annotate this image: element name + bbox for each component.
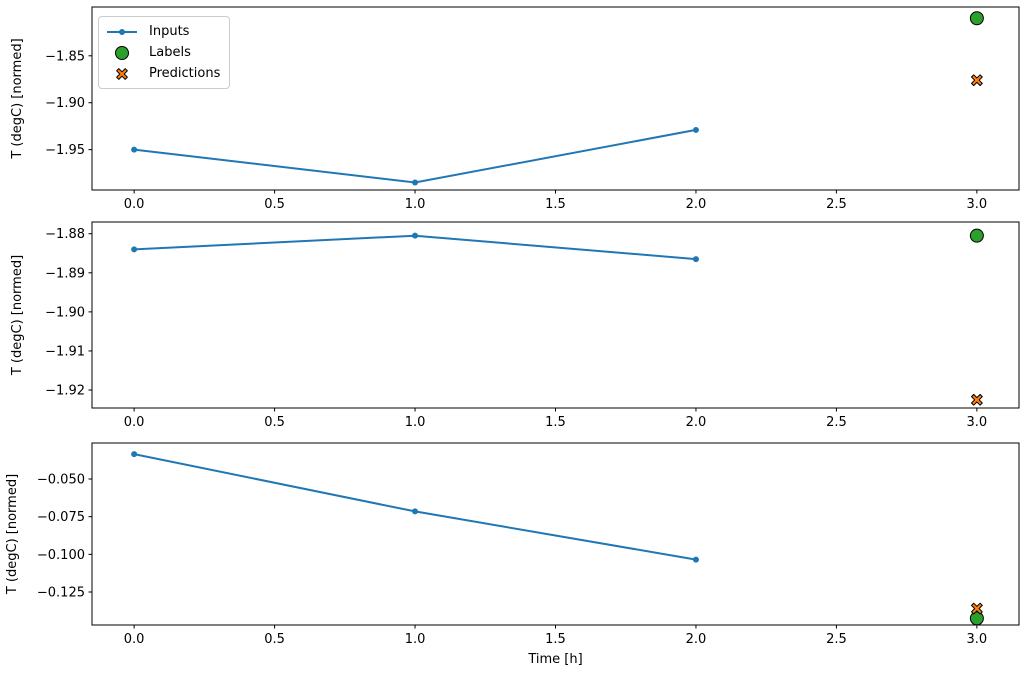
subplot-1-inputs-marker xyxy=(131,146,138,153)
labels-circle-icon xyxy=(106,45,138,61)
subplot-2-frame xyxy=(91,221,1020,409)
subplot-1-xtick-label: 2.5 xyxy=(826,197,847,212)
subplot-1-xtick-label: 3.0 xyxy=(967,197,988,212)
subplot-3-xtick-label: 3.0 xyxy=(967,632,988,647)
subplot-1-ytick-label: −1.90 xyxy=(45,96,85,111)
subplot-3-ytick-label: −0.125 xyxy=(37,586,85,601)
subplot-1-xtick-label: 0.0 xyxy=(124,197,145,212)
subplot-2-xtick-label: 2.5 xyxy=(826,415,847,430)
subplot-3-xlabel: Time [h] xyxy=(527,652,582,667)
subplot-2-xtick-label: 1.5 xyxy=(545,415,566,430)
legend: Inputs Labels Predictions xyxy=(98,16,231,89)
subplot-2-predictions-marker xyxy=(971,393,983,406)
subplot-3-xtick-label: 2.0 xyxy=(686,632,707,647)
subplot-1-inputs-marker xyxy=(412,179,419,186)
subplot-1-inputs-line xyxy=(133,128,697,184)
subplot-2-labels-marker xyxy=(969,228,984,243)
subplot-1-xtick-label: 1.5 xyxy=(545,197,566,212)
subplot-3-xtick-label: 1.5 xyxy=(545,632,566,647)
subplot-1-ylabel: T (degC) [normed] xyxy=(10,38,25,159)
subplot-1-labels-marker xyxy=(969,11,984,26)
subplot-3-inputs-marker xyxy=(131,451,138,458)
subplot-3-predictions-marker xyxy=(971,602,983,615)
subplot-1-xtick-label: 1.0 xyxy=(405,197,426,212)
subplot-2-inputs-marker xyxy=(131,246,138,253)
subplot-2-inputs-marker xyxy=(692,256,699,263)
subplot-3-xtick-label: 0.0 xyxy=(124,632,145,647)
subplot-3-xtick-label: 0.5 xyxy=(264,632,285,647)
legend-label: Predictions xyxy=(149,66,221,81)
subplot-2-ytick-label: −1.88 xyxy=(45,227,85,242)
legend-label: Labels xyxy=(149,45,191,60)
subplot-3-ytick-label: −0.075 xyxy=(37,510,85,525)
subplot-2-ytick-label: −1.92 xyxy=(45,384,85,399)
subplot-3-xtick-label: 1.0 xyxy=(405,632,426,647)
legend-item-predictions: Predictions xyxy=(106,64,220,83)
legend-item-labels: Labels xyxy=(106,43,220,62)
subplot-1-predictions-marker xyxy=(971,74,983,87)
legend-item-inputs: Inputs xyxy=(106,22,220,41)
predictions-x-icon xyxy=(106,66,138,82)
subplot-3-ytick-label: −0.100 xyxy=(37,548,85,563)
subplot-3-frame xyxy=(91,442,1020,626)
subplot-1-inputs-marker xyxy=(692,126,699,133)
subplot-3-inputs-marker xyxy=(692,556,699,563)
subplot-3-ylabel: T (degC) [normed] xyxy=(5,474,20,595)
subplot-2-inputs-marker xyxy=(412,232,419,239)
subplot-2-xtick-label: 2.0 xyxy=(686,415,707,430)
subplot-1-ytick-label: −1.85 xyxy=(45,49,85,64)
subplot-1-xtick-label: 2.0 xyxy=(686,197,707,212)
subplot-2-xtick-label: 0.0 xyxy=(124,415,145,430)
subplot-2-ytick-label: −1.91 xyxy=(45,344,85,359)
subplot-3-ytick-label: −0.050 xyxy=(37,473,85,488)
subplot-2-xtick-label: 0.5 xyxy=(264,415,285,430)
subplot-2-xtick-label: 3.0 xyxy=(967,415,988,430)
subplot-1-ytick-label: −1.95 xyxy=(45,143,85,158)
subplot-3-xtick-label: 2.5 xyxy=(826,632,847,647)
subplot-1-frame xyxy=(91,6,1020,191)
subplot-2-xtick-label: 1.0 xyxy=(405,415,426,430)
subplot-3-inputs-line xyxy=(133,453,697,561)
subplot-2-ytick-label: −1.90 xyxy=(45,305,85,320)
subplot-2-inputs-line xyxy=(134,234,697,261)
subplot-3-labels-marker xyxy=(969,611,984,626)
subplot-1-xtick-label: 0.5 xyxy=(264,197,285,212)
legend-label: Inputs xyxy=(149,24,190,39)
subplot-2-ylabel: T (degC) [normed] xyxy=(10,255,25,376)
subplot-2-ytick-label: −1.89 xyxy=(45,266,85,281)
inputs-line-icon xyxy=(106,24,138,40)
subplot-3-inputs-marker xyxy=(412,508,419,515)
